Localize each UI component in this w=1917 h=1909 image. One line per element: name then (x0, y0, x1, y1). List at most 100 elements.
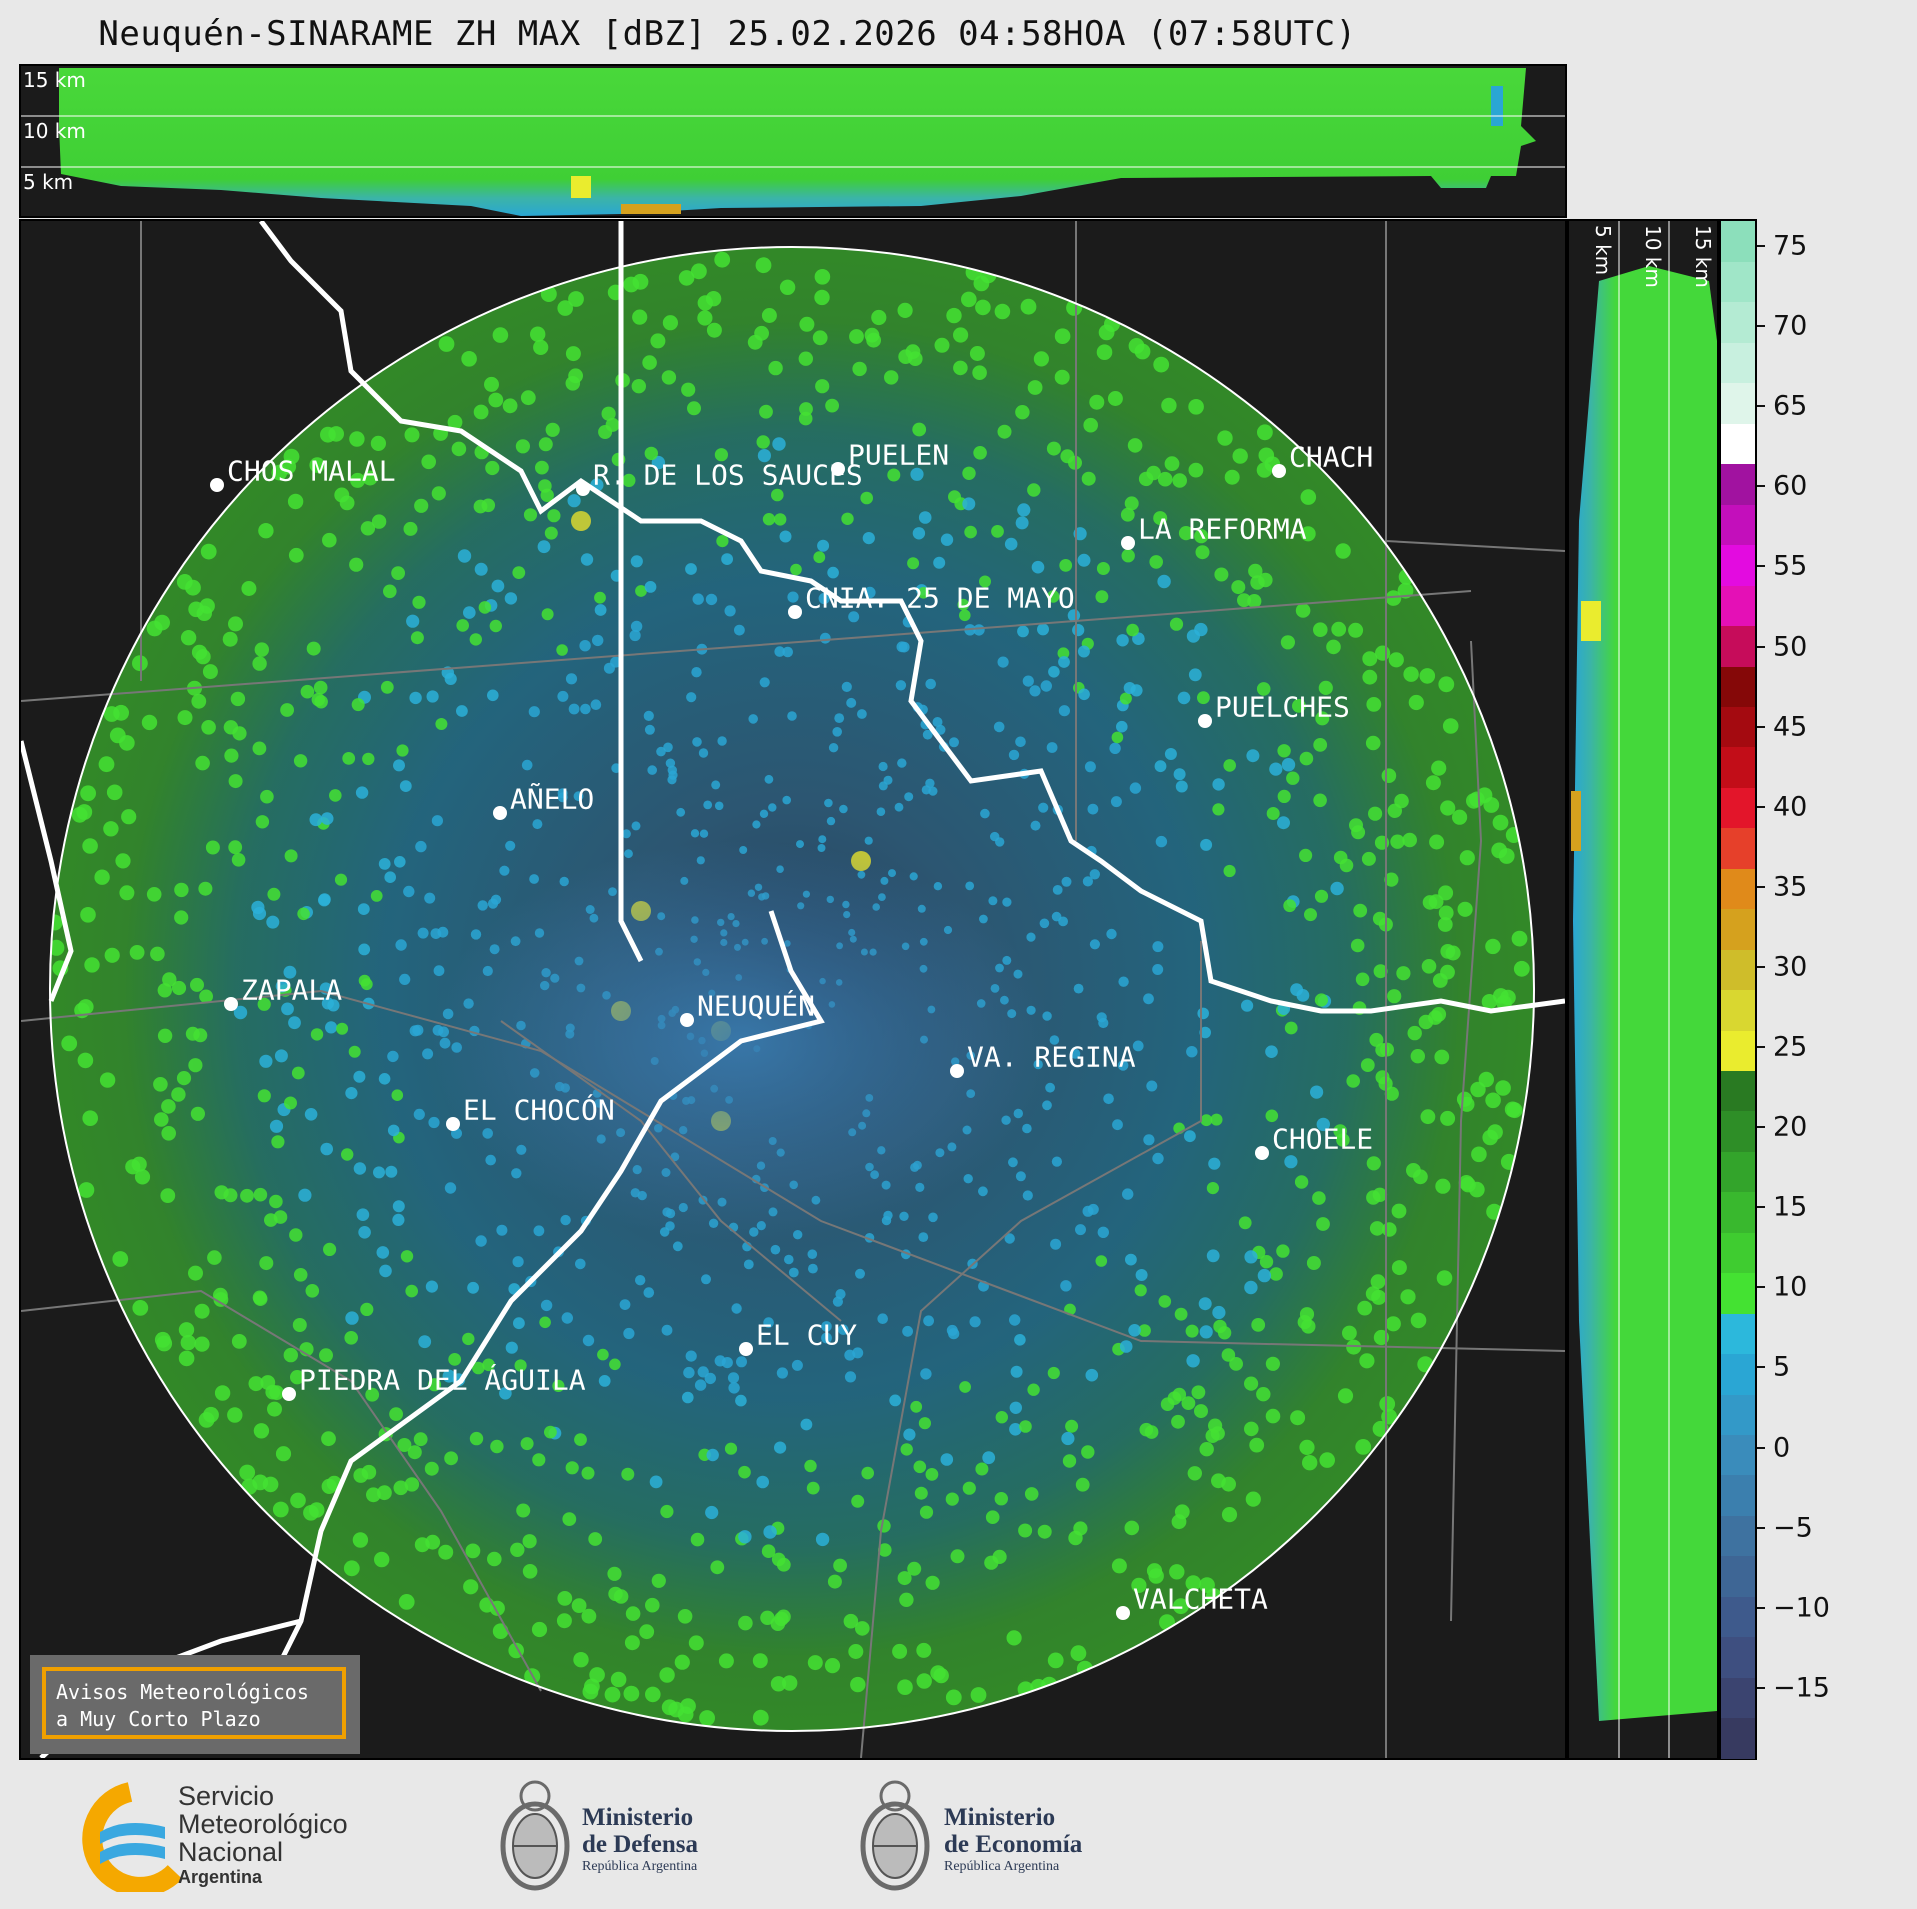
economia-line3: República Argentina (944, 1859, 1060, 1874)
city-label: CHOELE (1272, 1122, 1374, 1156)
colorbar-tick-mark (1757, 805, 1765, 808)
colorbar-segment (1721, 463, 1755, 505)
colorbar-segment (1721, 1677, 1755, 1719)
city-marker-icon (224, 997, 238, 1011)
colorbar-tick-mark (1757, 1046, 1765, 1048)
colorbar-segment (1721, 1272, 1755, 1314)
city-label: CHOS MALAL (227, 454, 396, 488)
colorbar-tick-mark (1757, 1446, 1765, 1449)
city-marker-icon (1272, 464, 1286, 478)
colorbar-tick-mark (1757, 565, 1765, 568)
city-marker-icon (788, 605, 802, 619)
colorbar-tick-mark (1757, 1686, 1765, 1689)
colorbar-tick-label: 5 (1773, 1351, 1791, 1383)
economia-line1: Ministerio (944, 1804, 1056, 1831)
colorbar-tick-label: −10 (1773, 1592, 1830, 1624)
colorbar (1719, 219, 1757, 1760)
colorbar-segment (1721, 1434, 1755, 1476)
city-label: ZAPALA (241, 973, 343, 1007)
colorbar-segment (1721, 1070, 1755, 1112)
city-marker-icon (446, 1117, 460, 1131)
city-label: VALCHETA (1133, 1582, 1268, 1616)
side-level-label-5: 5 km (1591, 225, 1615, 276)
city-marker-icon (1198, 714, 1212, 728)
colorbar-tick-label: 20 (1773, 1111, 1808, 1143)
top-cross-section: 15 km 10 km 5 km (19, 64, 1567, 218)
colorbar-segment (1721, 1151, 1755, 1193)
colorbar-segment (1721, 1353, 1755, 1395)
colorbar-segment (1721, 665, 1755, 707)
colorbar-segment (1721, 746, 1755, 788)
colorbar-segment (1721, 423, 1755, 465)
colorbar-segment (1721, 221, 1755, 263)
top-level-label-10: 10 km (23, 119, 86, 143)
colorbar-tick-mark (1757, 885, 1765, 888)
city-label: EL CUY (756, 1318, 858, 1352)
city-marker-icon (493, 806, 507, 820)
colorbar-tick-label: 70 (1773, 310, 1808, 342)
colorbar-segment (1721, 342, 1755, 384)
notice-line2: a Muy Corto Plazo (56, 1707, 261, 1731)
city-marker-icon (831, 462, 845, 476)
city-marker-icon (576, 482, 590, 496)
colorbar-segment (1721, 1191, 1755, 1233)
colorbar-tick-mark (1757, 1206, 1765, 1209)
colorbar-tick-mark (1757, 485, 1765, 488)
colorbar-segment (1721, 1515, 1755, 1557)
colorbar-tick-mark (1757, 1526, 1765, 1529)
defensa-line2: de Defensa (582, 1831, 698, 1858)
colorbar-segment (1721, 585, 1755, 627)
colorbar-tick-label: 10 (1773, 1271, 1808, 1303)
colorbar-tick-label: 65 (1773, 390, 1808, 422)
top-level-label-15: 15 km (23, 68, 86, 92)
colorbar-segment (1721, 301, 1755, 343)
colorbar-segment (1721, 908, 1755, 950)
colorbar-segment (1721, 1717, 1755, 1759)
city-marker-icon (1255, 1146, 1269, 1160)
colorbar-tick-mark (1757, 965, 1765, 968)
colorbar-segment (1721, 706, 1755, 748)
colorbar-tick-label: 0 (1773, 1432, 1791, 1463)
economia-line2: de Economía (944, 1831, 1083, 1858)
colorbar-tick-mark (1757, 645, 1765, 648)
smn-line2: Meteorológico (178, 1809, 348, 1839)
colorbar-tick-mark (1757, 1366, 1765, 1369)
side-cross-section: 5 km 10 km 15 km (1567, 219, 1719, 1760)
colorbar-segment (1721, 382, 1755, 424)
colorbar-tick-label: −5 (1773, 1512, 1813, 1544)
colorbar-segment (1721, 504, 1755, 546)
colorbar-tick-label: 25 (1773, 1031, 1808, 1063)
city-label: CHACH (1289, 440, 1374, 474)
colorbar-segment (1721, 1029, 1755, 1071)
city-marker-icon (1121, 536, 1135, 550)
colorbar-segment (1721, 989, 1755, 1031)
notice-inner: Avisos Meteorológicos a Muy Corto Plazo (42, 1667, 346, 1739)
smn-line3: Nacional (178, 1837, 284, 1867)
city-label: LA REFORMA (1138, 512, 1307, 546)
colorbar-segment (1721, 1110, 1755, 1152)
city-label: PUELCHES (1215, 690, 1350, 724)
colorbar-segment (1721, 1555, 1755, 1597)
top-level-label-5: 5 km (23, 170, 74, 194)
colorbar-segment (1721, 787, 1755, 829)
radar-map: CHOS MALAL R. DE LOS SAUCES PUELEN CHACH LA … (19, 219, 1567, 1760)
colorbar-tick-label: 60 (1773, 470, 1808, 502)
colorbar-tick-label: 30 (1773, 951, 1808, 983)
colorbar-segment (1721, 868, 1755, 910)
city-marker-icon (680, 1013, 694, 1027)
colorbar-segment (1721, 1596, 1755, 1638)
city-marker-icon (282, 1387, 296, 1401)
colorbar-tick-label: 45 (1773, 711, 1808, 743)
city-marker-icon (739, 1342, 753, 1356)
smn-logo-icon (82, 1782, 183, 1892)
colorbar-segment (1721, 261, 1755, 303)
city-label: VA. REGINA (967, 1040, 1136, 1074)
colorbar-tick-mark (1757, 725, 1765, 728)
coat-of-arms-icon (860, 1780, 930, 1891)
colorbar-tick-mark (1757, 325, 1765, 328)
city-label: CNIA. 25 DE MAYO (805, 581, 1075, 615)
coat-of-arms-icon (500, 1780, 570, 1891)
colorbar-tick-label: 40 (1773, 791, 1808, 823)
colorbar-tick-label: 50 (1773, 631, 1808, 662)
colorbar-segment (1721, 827, 1755, 869)
